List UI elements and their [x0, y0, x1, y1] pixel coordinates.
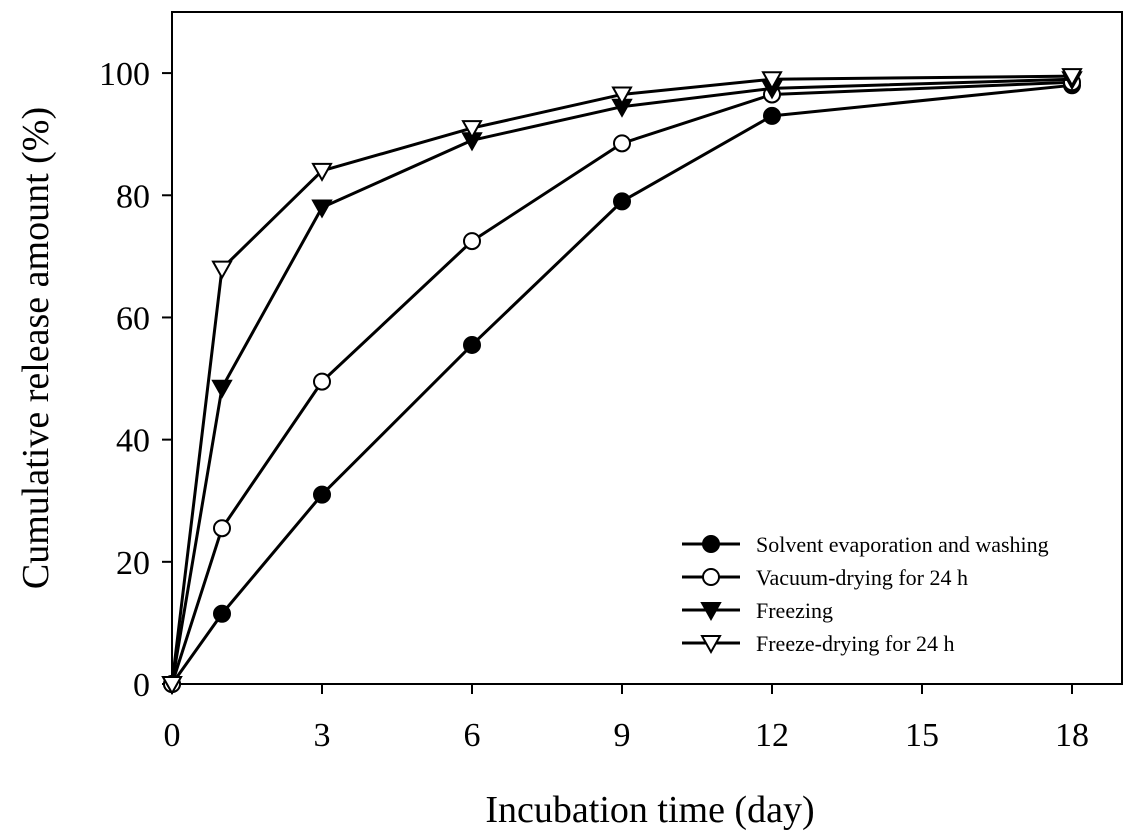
- legend-item: Freeze-drying for 24 h: [682, 631, 955, 656]
- x-tick-label: 15: [905, 717, 939, 754]
- data-point: [313, 485, 331, 504]
- legend-label: Vacuum-drying for 24 h: [756, 565, 968, 590]
- legend: Solvent evaporation and washing Vacuum-dr…: [682, 532, 1049, 656]
- legend-marker: [702, 568, 720, 586]
- data-point: [761, 71, 783, 91]
- x-axis: 0 3 6 9 12 15 18: [164, 684, 1089, 754]
- y-tick-label: 0: [133, 667, 150, 704]
- legend-label: Solvent evaporation and washing: [756, 532, 1049, 557]
- legend-item: Solvent evaporation and washing: [682, 532, 1049, 557]
- series-layer: [161, 68, 1083, 696]
- legend-item: Vacuum-drying for 24 h: [682, 565, 968, 590]
- x-tick-label: 0: [164, 717, 181, 754]
- data-point: [613, 134, 631, 153]
- data-point: [213, 604, 231, 623]
- series-2: [161, 71, 1083, 696]
- data-point: [461, 120, 483, 140]
- x-tick-label: 9: [614, 717, 631, 754]
- x-tick-label: 3: [314, 717, 331, 754]
- data-point: [611, 86, 633, 106]
- legend-marker: [702, 535, 720, 553]
- series-1: [163, 73, 1081, 693]
- y-tick-label: 100: [99, 56, 150, 93]
- data-point: [463, 232, 481, 251]
- legend-marker: [700, 602, 722, 622]
- data-point: [613, 192, 631, 211]
- y-tick-label: 60: [116, 300, 150, 337]
- data-point: [311, 199, 333, 219]
- y-axis-title: Cumulative release amount (%): [15, 107, 57, 589]
- series-line: [170, 80, 1073, 685]
- legend-item: Freezing: [682, 598, 833, 623]
- data-point: [213, 519, 231, 538]
- data-point: [763, 106, 781, 125]
- data-point: [463, 335, 481, 354]
- series-3: [161, 68, 1083, 696]
- y-tick-label: 80: [116, 178, 150, 215]
- plot-frame: [171, 11, 1123, 685]
- data-point: [1061, 68, 1083, 88]
- series-0: [163, 76, 1081, 693]
- data-point: [311, 162, 333, 182]
- series-line: [170, 83, 1073, 685]
- y-axis: 0 20 40 60 80 100: [99, 56, 172, 704]
- series-line: [170, 77, 1073, 685]
- x-tick-label: 18: [1055, 717, 1089, 754]
- x-tick-label: 12: [755, 717, 789, 754]
- y-tick-label: 20: [116, 545, 150, 582]
- x-axis-title: Incubation time (day): [485, 789, 814, 831]
- legend-marker: [700, 635, 722, 655]
- legend-label: Freezing: [756, 598, 833, 623]
- data-point: [211, 379, 233, 399]
- series-line: [170, 74, 1073, 685]
- x-tick-label: 6: [464, 717, 481, 754]
- data-point: [161, 676, 183, 696]
- data-point: [313, 372, 331, 391]
- y-tick-label: 40: [116, 423, 150, 460]
- data-point: [211, 260, 233, 280]
- legend-label: Freeze-drying for 24 h: [756, 631, 955, 656]
